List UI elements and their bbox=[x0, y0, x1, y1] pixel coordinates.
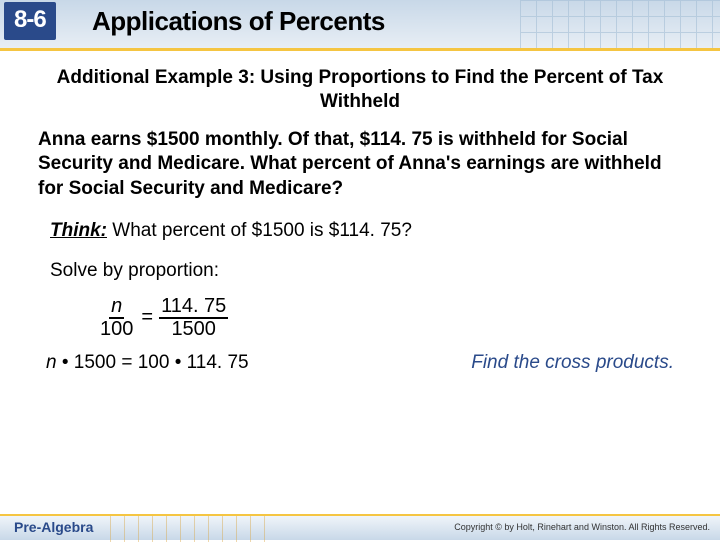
fraction-left: n 100 bbox=[98, 296, 135, 340]
slide-footer: Pre-Algebra Copyright © by Holt, Rinehar… bbox=[0, 514, 720, 540]
fraction-right: 114. 75 1500 bbox=[159, 296, 228, 340]
fraction-right-denominator: 1500 bbox=[169, 319, 218, 340]
equals-sign: = bbox=[141, 306, 153, 329]
slide-header: 8-6 Applications of Percents bbox=[0, 0, 720, 48]
lesson-number-badge: 8-6 bbox=[4, 2, 56, 40]
cross-products-equation: n • 1500 = 100 • 114. 75 bbox=[46, 352, 249, 374]
fraction-left-numerator: n bbox=[109, 296, 124, 319]
header-grid-decoration bbox=[520, 0, 720, 48]
footer-course-label: Pre-Algebra bbox=[14, 519, 93, 535]
cross-products-note: Find the cross products. bbox=[471, 352, 674, 374]
variable-n: n bbox=[46, 352, 57, 373]
slide-content: Additional Example 3: Using Proportions … bbox=[0, 48, 720, 374]
cross-eq-rest: • 1500 = 100 • 114. 75 bbox=[57, 352, 249, 373]
think-label: Think: bbox=[50, 220, 107, 241]
example-title: Additional Example 3: Using Proportions … bbox=[28, 66, 692, 114]
proportion-equation: n 100 = 114. 75 1500 bbox=[98, 296, 692, 340]
header-underline bbox=[0, 48, 720, 51]
problem-statement: Anna earns $1500 monthly. Of that, $114.… bbox=[38, 128, 682, 202]
cross-products-row: n • 1500 = 100 • 114. 75 Find the cross … bbox=[46, 352, 674, 374]
solve-instruction: Solve by proportion: bbox=[50, 260, 692, 282]
fraction-right-numerator: 114. 75 bbox=[159, 296, 228, 319]
fraction-left-denominator: 100 bbox=[98, 319, 135, 340]
think-text: What percent of $1500 is $114. 75? bbox=[107, 220, 412, 241]
footer-copyright: Copyright © by Holt, Rinehart and Winsto… bbox=[454, 522, 710, 532]
footer-grid-decoration bbox=[110, 516, 270, 542]
think-line: Think: What percent of $1500 is $114. 75… bbox=[50, 220, 692, 242]
lesson-title: Applications of Percents bbox=[92, 6, 385, 37]
